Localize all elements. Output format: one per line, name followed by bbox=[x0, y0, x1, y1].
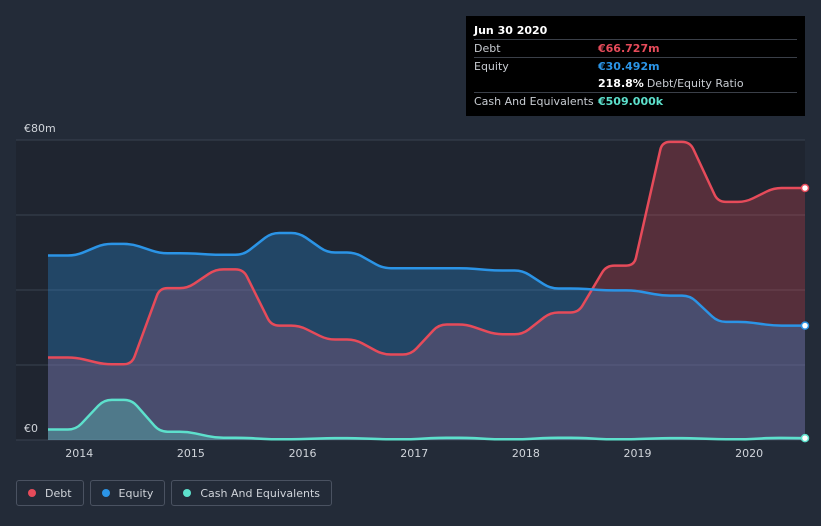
x-tick-label: 2017 bbox=[400, 447, 428, 460]
grid-lines bbox=[16, 139, 805, 441]
chart-legend: Debt Equity Cash And Equivalents bbox=[16, 480, 332, 506]
area-cash bbox=[48, 399, 805, 440]
y-tick-label: €0 bbox=[24, 422, 38, 435]
series-endpoints bbox=[800, 183, 810, 443]
x-tick-label: 2019 bbox=[624, 447, 652, 460]
legend-dot-debt bbox=[28, 489, 36, 497]
tooltip-debt-label: Debt bbox=[474, 42, 501, 55]
tooltip-panel: Jun 30 2020 Debt €66.727m Equity €30.492… bbox=[466, 16, 805, 116]
line-cash bbox=[48, 398, 806, 441]
tooltip-equity-label: Equity bbox=[474, 60, 509, 73]
tooltip-cash-label: Cash And Equivalents bbox=[474, 95, 594, 108]
endpoint-equity bbox=[800, 321, 810, 330]
endpoint-cash bbox=[800, 433, 810, 443]
series-lines bbox=[48, 140, 806, 441]
tooltip-row-debt: Debt €66.727m bbox=[474, 39, 797, 57]
tooltip-date: Jun 30 2020 bbox=[474, 24, 548, 37]
tooltip-ratio-value: 218.8% bbox=[598, 77, 644, 90]
tooltip-cash-value: €509.000k bbox=[598, 95, 664, 108]
tooltip-equity-value: €30.492m bbox=[598, 60, 660, 73]
legend-label-equity: Equity bbox=[118, 486, 154, 500]
legend-dot-equity bbox=[101, 489, 110, 497]
tooltip-row-equity: Equity €30.492m bbox=[474, 57, 797, 75]
tooltip-row-cash: Cash And Equivalents €509.000k bbox=[474, 92, 797, 110]
tooltip-ratio-label: Debt/Equity Ratio bbox=[646, 77, 744, 90]
line-equity bbox=[48, 231, 805, 327]
legend-dot-cash bbox=[183, 489, 192, 497]
legend-item-cash[interactable]: Cash And Equivalents bbox=[171, 480, 332, 506]
x-tick-label: 2018 bbox=[512, 447, 540, 460]
x-tick-label: 2020 bbox=[735, 447, 763, 460]
legend-label-debt: Debt bbox=[45, 486, 72, 500]
x-tick-label: 2014 bbox=[65, 447, 93, 460]
y-axis-labels: €80m €0 bbox=[24, 122, 56, 435]
line-debt bbox=[48, 140, 805, 366]
area-debt bbox=[48, 141, 805, 440]
legend-item-debt[interactable]: Debt bbox=[16, 480, 84, 506]
x-tick-label: 2015 bbox=[177, 447, 205, 460]
tooltip-debt-value: €66.727m bbox=[598, 42, 660, 55]
y-tick-label: €80m bbox=[24, 122, 56, 135]
legend-item-equity[interactable]: Equity bbox=[89, 480, 166, 506]
x-axis-labels: 2014 2015 2016 2017 2018 2019 2020 bbox=[65, 447, 763, 460]
legend-label-cash: Cash And Equivalents bbox=[200, 486, 320, 500]
endpoint-debt bbox=[800, 183, 810, 193]
x-tick-label: 2016 bbox=[289, 447, 317, 460]
tooltip-row-ratio: 218.8% Debt/Equity Ratio bbox=[474, 75, 797, 92]
